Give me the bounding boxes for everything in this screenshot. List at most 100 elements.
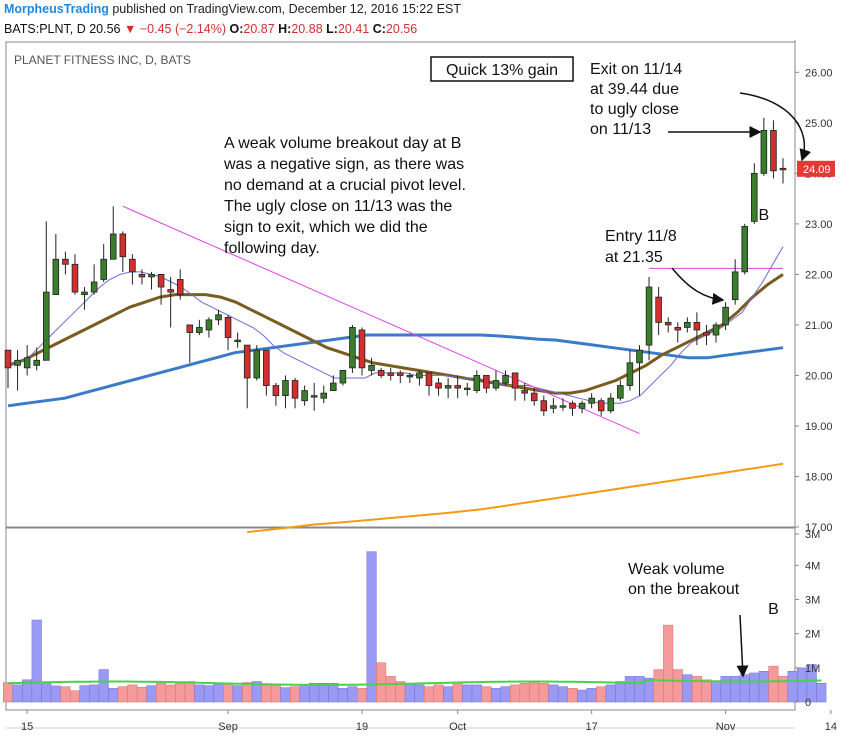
volume-bar [653, 669, 664, 703]
candle-body [454, 385, 461, 389]
volume-bar [462, 684, 473, 703]
candle-body [617, 385, 624, 399]
annotations: Quick 13% gain Exit on 11/14 at 39.44 due t… [223, 56, 812, 678]
volume-bar [31, 619, 42, 703]
volume-tick-label: 3M [805, 595, 820, 607]
note-text-line: sign to exit, which we did the [224, 219, 428, 236]
candle-body [272, 385, 280, 397]
price-tick-label: 18.00 [805, 471, 833, 483]
volume-note-line: Weak volume [628, 561, 725, 578]
volume-bar [2, 682, 14, 703]
volume-bar [414, 684, 425, 703]
candle-body [664, 321, 672, 326]
candle-body [511, 372, 519, 389]
volume-bar [816, 682, 827, 703]
volume-bar [672, 669, 683, 703]
candles [4, 117, 787, 416]
volume-bar [108, 688, 119, 703]
price-tick-label: 23.00 [805, 219, 833, 231]
volume-bar [69, 690, 81, 703]
time-tick-label: 15 [21, 721, 33, 733]
price-tick-label: 22.00 [805, 269, 833, 281]
candle-body [406, 375, 414, 378]
candle-body [71, 263, 79, 293]
volume-bar [223, 682, 234, 703]
volume-bar [567, 688, 578, 703]
candle-body [186, 324, 194, 333]
candle-body [550, 405, 557, 409]
volume-bar [356, 688, 368, 703]
volume-bar [596, 686, 607, 703]
volume-bar [156, 682, 167, 703]
axes: 26.0025.0024.0023.0022.0021.0020.0019.00… [21, 67, 837, 733]
price-tick-label: 26.00 [805, 67, 833, 79]
candle-body [502, 375, 509, 384]
volume-bar [739, 674, 750, 703]
candle-body [43, 291, 50, 361]
volume-bar [605, 684, 616, 703]
candle-body [320, 392, 328, 399]
time-tick-label: 19 [356, 721, 368, 733]
candle-body [215, 314, 222, 321]
volume-bar [490, 688, 501, 703]
down-arrow-icon: ▼ [123, 22, 137, 36]
ma-brown-line [7, 273, 784, 395]
exit-curve-arrow [739, 92, 812, 162]
candle-body [157, 273, 165, 288]
volume-bar [50, 685, 61, 703]
volume-bar [433, 684, 444, 703]
candle-body [559, 405, 567, 408]
ma-orange-line [247, 462, 784, 534]
candle-body [196, 327, 203, 333]
price-tick-label: 19.00 [805, 421, 833, 433]
entry-arrow [671, 267, 725, 305]
candle-body [291, 380, 299, 399]
candle-body [741, 226, 748, 273]
exit-text-line: to ugly close [590, 101, 679, 118]
candle-body [349, 327, 356, 369]
volume-bar [481, 686, 492, 703]
candle-body [463, 387, 471, 390]
volume-note-line: B [768, 601, 779, 618]
volume-bar [337, 688, 348, 703]
volume-arrow [736, 614, 749, 678]
publish-header: MorpheusTrading published on TradingView… [4, 2, 461, 16]
volume-bar [261, 683, 272, 703]
candle-body [684, 321, 691, 328]
volume-bar [701, 679, 712, 703]
note-text-line: A weak volume breakout day at B [224, 135, 461, 152]
candle-body [712, 324, 720, 336]
volume-bar [768, 665, 779, 703]
volume-bar [452, 682, 463, 703]
candle-body [176, 279, 184, 296]
candle-body [310, 395, 318, 398]
volume-bar [280, 687, 291, 703]
volume-bar [366, 551, 377, 703]
candle-body [674, 327, 682, 331]
candle-body [81, 291, 88, 296]
volume-bar [682, 674, 693, 703]
candle-body [243, 344, 251, 379]
candle-body [387, 372, 394, 376]
volume-bar [720, 676, 731, 703]
volume-bar [79, 685, 90, 703]
low-value: 20.41 [337, 22, 370, 36]
candle-body [588, 397, 595, 404]
candle-body [492, 380, 500, 389]
volume-bar [538, 682, 549, 703]
volume-bar [41, 681, 52, 703]
volume-tick-label: 1M [805, 663, 820, 675]
volume-bar [730, 676, 741, 703]
time-tick-label: 14 [825, 721, 837, 733]
note-text-line: was a negative sign, as there was [223, 156, 464, 173]
candle-body [540, 400, 548, 412]
publisher-name[interactable]: MorpheusTrading [4, 2, 109, 16]
candle-body [23, 357, 31, 369]
candle-body [109, 233, 117, 260]
volume-bar [203, 685, 214, 703]
volume-bar [12, 684, 23, 703]
candle-body [626, 362, 634, 386]
volume-bar [471, 684, 482, 703]
candle-body [473, 375, 481, 391]
